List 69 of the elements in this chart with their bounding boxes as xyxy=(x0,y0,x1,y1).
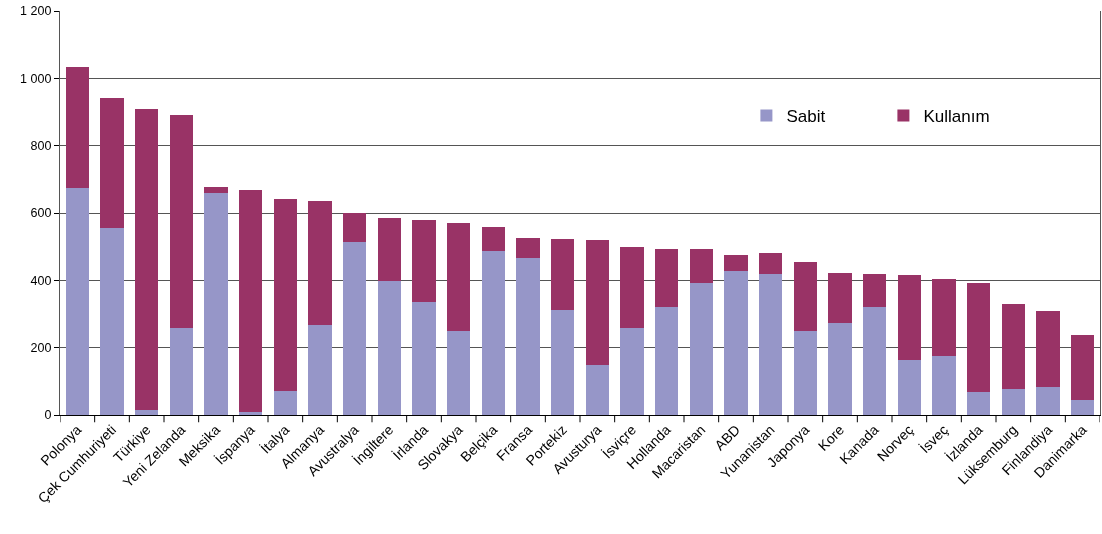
bar xyxy=(239,190,263,412)
bar xyxy=(585,365,609,415)
bar xyxy=(863,274,887,307)
bar xyxy=(481,227,505,252)
bar xyxy=(308,325,332,415)
bar xyxy=(135,409,159,415)
bar xyxy=(135,109,159,410)
bar xyxy=(412,220,436,303)
bar xyxy=(1001,304,1025,390)
y-tick-label: 200 xyxy=(30,341,52,356)
bar xyxy=(1036,387,1060,415)
bar xyxy=(204,187,228,194)
bar xyxy=(1071,399,1095,415)
bar xyxy=(100,98,124,229)
bar xyxy=(620,247,644,329)
bar xyxy=(759,274,783,415)
bar xyxy=(655,306,679,415)
bar xyxy=(967,283,991,393)
y-tick-label: 1 000 xyxy=(20,71,52,86)
bar xyxy=(551,239,575,310)
y-tick-label: 800 xyxy=(30,139,52,154)
bar xyxy=(932,278,956,357)
bar xyxy=(273,199,297,392)
bar xyxy=(447,223,471,332)
bar xyxy=(412,302,436,415)
bar xyxy=(620,328,644,415)
bar xyxy=(967,392,991,415)
bar xyxy=(759,253,783,275)
bar xyxy=(1001,389,1025,415)
bar xyxy=(169,115,193,329)
bar xyxy=(897,274,921,361)
bar xyxy=(516,258,540,415)
bar xyxy=(308,201,332,326)
bar xyxy=(828,323,852,415)
bar xyxy=(516,238,540,259)
legend-label: Kullanım xyxy=(923,107,990,127)
bar xyxy=(273,391,297,415)
bar xyxy=(343,213,367,243)
y-tick-label: 400 xyxy=(30,273,52,288)
y-tick-label: 1 200 xyxy=(20,4,52,19)
bar xyxy=(655,249,679,307)
bar xyxy=(1036,310,1060,388)
y-tick-label: 600 xyxy=(30,206,52,221)
bar xyxy=(239,411,263,415)
bar xyxy=(585,240,609,366)
bar xyxy=(343,242,367,415)
bar xyxy=(793,262,817,332)
bar xyxy=(65,188,89,415)
bar xyxy=(724,271,748,415)
legend-label: Sabit xyxy=(786,107,826,127)
bar xyxy=(377,281,401,415)
bar xyxy=(169,328,193,415)
bar xyxy=(863,306,887,415)
bar xyxy=(447,331,471,415)
bar xyxy=(1071,335,1095,400)
bar xyxy=(100,228,124,415)
bar xyxy=(481,251,505,415)
bar xyxy=(932,356,956,415)
bar xyxy=(724,255,748,272)
bar xyxy=(689,249,713,284)
bar xyxy=(65,67,89,189)
bar xyxy=(689,283,713,415)
bar xyxy=(551,309,575,415)
bar xyxy=(204,193,228,415)
bar xyxy=(828,273,852,324)
bar xyxy=(897,360,921,415)
bar xyxy=(377,218,401,282)
y-tick-label: 0 xyxy=(44,408,52,423)
bar xyxy=(793,331,817,415)
